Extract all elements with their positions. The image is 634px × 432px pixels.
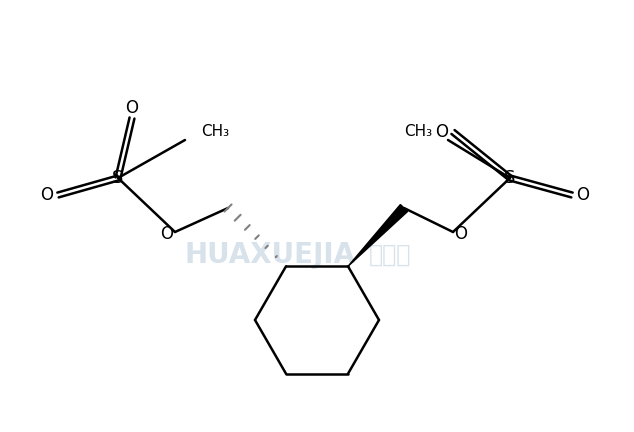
Polygon shape: [348, 204, 408, 266]
Text: O: O: [455, 225, 467, 243]
Text: CH₃: CH₃: [201, 124, 229, 140]
Text: O: O: [436, 123, 448, 141]
Text: S: S: [112, 169, 124, 187]
Text: S: S: [504, 169, 515, 187]
Text: CH₃: CH₃: [404, 124, 432, 140]
Text: O: O: [41, 186, 53, 204]
Text: O: O: [160, 225, 174, 243]
Text: O: O: [576, 186, 590, 204]
Text: O: O: [126, 99, 138, 117]
Text: 化学加: 化学加: [369, 243, 411, 267]
Text: HUAXUEJIA: HUAXUEJIA: [184, 241, 356, 269]
